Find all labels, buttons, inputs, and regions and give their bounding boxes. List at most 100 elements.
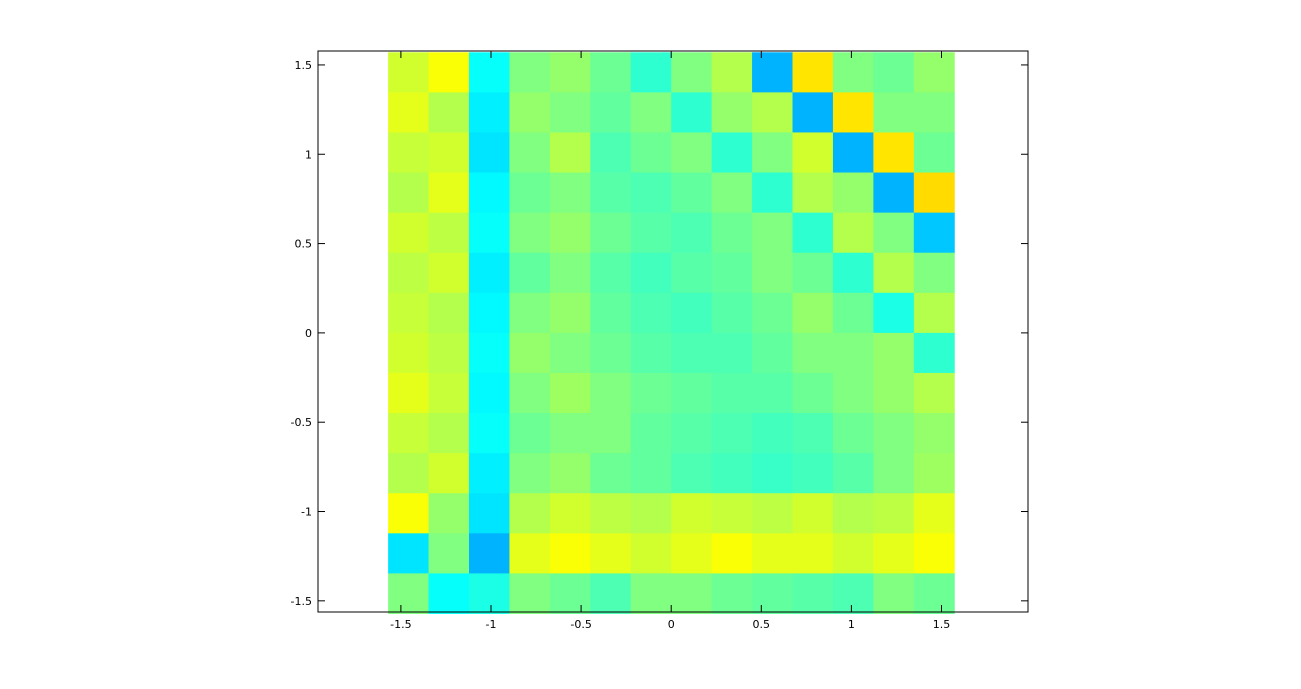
heatmap-cell bbox=[590, 92, 632, 133]
heatmap-cell bbox=[792, 413, 834, 454]
heatmap-cell bbox=[671, 372, 713, 414]
heatmap-cell bbox=[792, 453, 834, 494]
heatmap-cell bbox=[671, 52, 713, 93]
heatmap-cell bbox=[832, 332, 874, 374]
heatmap-cell bbox=[388, 172, 430, 214]
heatmap-cell bbox=[509, 212, 551, 254]
heatmap-cell bbox=[832, 493, 874, 534]
heatmap-cell bbox=[428, 372, 470, 414]
x-tick-label: 0.5 bbox=[753, 618, 771, 631]
heatmap-cell bbox=[428, 292, 470, 334]
heatmap-cell bbox=[913, 212, 955, 254]
heatmap-cell bbox=[549, 292, 591, 334]
heatmap-cell bbox=[630, 172, 672, 214]
heatmap-cell bbox=[792, 493, 834, 534]
heatmap-cell bbox=[630, 292, 672, 334]
heatmap-cell bbox=[711, 332, 753, 374]
heatmap-cell bbox=[469, 372, 510, 414]
heatmap-cell bbox=[428, 52, 470, 93]
heatmap-cell bbox=[792, 52, 834, 93]
heatmap-cell bbox=[388, 92, 430, 133]
y-tick-label: -0.5 bbox=[291, 416, 312, 429]
y-tick-label: 0 bbox=[305, 327, 312, 340]
heatmap-cell bbox=[630, 252, 672, 294]
heatmap-cell bbox=[711, 453, 753, 494]
heatmap-cell bbox=[832, 52, 874, 93]
heatmap-cell bbox=[671, 252, 713, 294]
heatmap-cell bbox=[549, 493, 591, 534]
heatmap-cell bbox=[630, 52, 672, 93]
heatmap-cell bbox=[428, 493, 470, 534]
heatmap-cell bbox=[509, 493, 551, 534]
heatmap-cell bbox=[711, 252, 753, 294]
heatmap-cell bbox=[630, 132, 672, 174]
heatmap-cell bbox=[913, 252, 955, 294]
heatmap-cell bbox=[388, 453, 430, 494]
heatmap-cell bbox=[469, 212, 510, 254]
heatmap-cell bbox=[388, 292, 430, 334]
heatmap-cell bbox=[792, 332, 834, 374]
heatmap-cell bbox=[792, 132, 834, 174]
heatmap-cell bbox=[913, 172, 955, 214]
y-tick-label: 1 bbox=[305, 148, 312, 161]
heatmap-cell bbox=[549, 533, 591, 574]
heatmap-cell bbox=[630, 573, 672, 614]
heatmap-cell bbox=[590, 132, 632, 174]
heatmap-cell bbox=[388, 332, 430, 374]
heatmap-cell bbox=[630, 453, 672, 494]
heatmap-cell bbox=[873, 493, 915, 534]
heatmap-cell bbox=[388, 533, 430, 574]
heatmap-cell bbox=[509, 52, 551, 93]
heatmap-cell bbox=[388, 372, 430, 414]
heatmap-cell bbox=[711, 52, 753, 93]
heatmap-cell bbox=[428, 332, 470, 374]
heatmap-cell bbox=[832, 252, 874, 294]
heatmap-cell bbox=[590, 212, 632, 254]
heatmap-cell bbox=[832, 533, 874, 574]
y-tick-label: -1.5 bbox=[291, 595, 312, 608]
heatmap-cell bbox=[388, 573, 430, 614]
heatmap-cell bbox=[549, 172, 591, 214]
heatmap-cell bbox=[873, 172, 915, 214]
heatmap-cell bbox=[671, 172, 713, 214]
heatmap-cell bbox=[549, 573, 591, 614]
heatmap-cell bbox=[590, 252, 632, 294]
heatmap-cell bbox=[873, 212, 915, 254]
heatmap-cell bbox=[913, 92, 955, 133]
x-tick-label: 1 bbox=[848, 618, 855, 631]
heatmap-cell bbox=[509, 92, 551, 133]
heatmap-cell bbox=[388, 212, 430, 254]
heatmap-cell bbox=[792, 172, 834, 214]
y-tick-label: 0.5 bbox=[295, 238, 313, 251]
heatmap-cell bbox=[671, 92, 713, 133]
heatmap-cell bbox=[873, 252, 915, 294]
heatmap-cell bbox=[752, 413, 794, 454]
heatmap-cell bbox=[428, 132, 470, 174]
heatmap-cell bbox=[469, 413, 510, 454]
heatmap-cell bbox=[509, 533, 551, 574]
heatmap-cell bbox=[913, 453, 955, 494]
heatmap-cell bbox=[873, 573, 915, 614]
heatmap-cell bbox=[711, 92, 753, 133]
heatmap-cell bbox=[711, 372, 753, 414]
heatmap-cell bbox=[913, 493, 955, 534]
heatmap-cell bbox=[873, 372, 915, 414]
heatmap-cell bbox=[590, 372, 632, 414]
heatmap-cell bbox=[509, 372, 551, 414]
heatmap-cell bbox=[752, 132, 794, 174]
heatmap-cell bbox=[752, 533, 794, 574]
heatmap-cell bbox=[792, 573, 834, 614]
heatmap-cell bbox=[832, 372, 874, 414]
heatmap-cell bbox=[469, 252, 510, 294]
heatmap-cell bbox=[549, 453, 591, 494]
heatmap-cell bbox=[630, 372, 672, 414]
heatmap-cell bbox=[792, 372, 834, 414]
heatmap-cell bbox=[509, 132, 551, 174]
heatmap-cell bbox=[509, 252, 551, 294]
heatmap-cell bbox=[913, 332, 955, 374]
heatmap-cell bbox=[711, 292, 753, 334]
heatmap-cell bbox=[913, 132, 955, 174]
heatmap-cell bbox=[549, 332, 591, 374]
heatmap-cell bbox=[671, 292, 713, 334]
heatmap-cell bbox=[711, 212, 753, 254]
